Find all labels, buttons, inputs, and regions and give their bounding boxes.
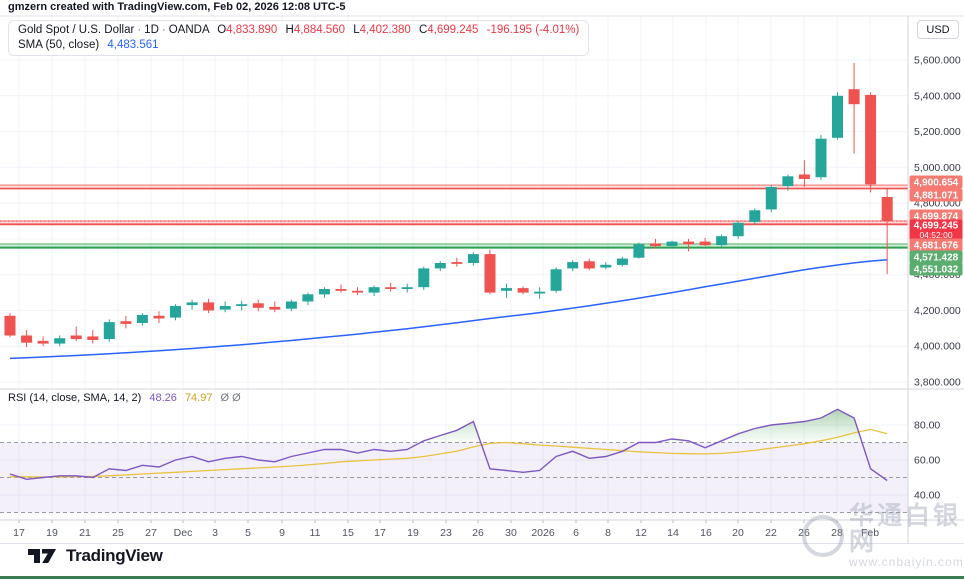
tradingview-logo[interactable]: TradingView xyxy=(28,545,163,567)
close-value: C4,699.245 xyxy=(418,24,479,36)
svg-text:20: 20 xyxy=(732,527,744,539)
svg-text:5,600.000: 5,600.000 xyxy=(914,55,961,67)
svg-text:28: 28 xyxy=(831,527,843,539)
svg-text:40.00: 40.00 xyxy=(914,490,940,502)
svg-text:4,551.032: 4,551.032 xyxy=(914,265,959,276)
svg-text:30: 30 xyxy=(505,527,517,539)
svg-text:4,699.874: 4,699.874 xyxy=(914,212,959,223)
bottom-accent-bar xyxy=(0,576,964,579)
high-value: H4,884.560 xyxy=(285,24,345,36)
svg-text:5,000.000: 5,000.000 xyxy=(914,162,961,174)
svg-text:5: 5 xyxy=(245,527,251,539)
svg-text:4,571.428: 4,571.428 xyxy=(914,253,959,264)
svg-text:14: 14 xyxy=(667,527,679,539)
svg-text:04:52:00: 04:52:00 xyxy=(919,230,952,240)
svg-text:16: 16 xyxy=(700,527,712,539)
legend-separator: · xyxy=(137,24,142,36)
rsi-legend[interactable]: RSI (14, close, SMA, 14, 2) 48.26 74.97 … xyxy=(8,392,246,404)
exchange-label: OANDA xyxy=(168,24,209,36)
svg-text:2026: 2026 xyxy=(531,527,555,539)
svg-text:11: 11 xyxy=(310,527,321,539)
change-value: -196.195 (-4.01%) xyxy=(486,24,580,36)
symbol-legend-row: Gold Spot / U.S. Dollar · 1D · OANDA O4,833.… xyxy=(18,23,579,38)
svg-text:4,000.000: 4,000.000 xyxy=(914,341,961,353)
svg-text:4,200.000: 4,200.000 xyxy=(914,305,961,317)
svg-text:23: 23 xyxy=(440,527,452,539)
svg-text:25: 25 xyxy=(112,527,124,539)
rsi-ma-value: 74.97 xyxy=(184,392,213,404)
svg-text:26: 26 xyxy=(472,527,484,539)
svg-text:12: 12 xyxy=(635,527,647,539)
symbol-title: Gold Spot / U.S. Dollar xyxy=(18,24,135,36)
low-value: L4,402.380 xyxy=(353,24,411,36)
tradingview-logo-text: TradingView xyxy=(66,546,163,565)
svg-text:17: 17 xyxy=(374,527,386,539)
svg-text:3,800.000: 3,800.000 xyxy=(914,377,961,389)
legend-separator: · xyxy=(161,24,166,36)
svg-text:9: 9 xyxy=(279,527,285,539)
svg-text:17: 17 xyxy=(13,527,25,539)
svg-text:4,699.245: 4,699.245 xyxy=(914,221,959,232)
sma-legend-row: SMA (50, close) 4,483.561 xyxy=(18,38,579,53)
svg-text:19: 19 xyxy=(407,527,419,539)
svg-text:Dec: Dec xyxy=(174,527,193,539)
svg-text:4,881.071: 4,881.071 xyxy=(914,191,959,202)
tradingview-logo-icon xyxy=(28,549,56,563)
svg-text:3: 3 xyxy=(212,527,218,539)
rsi-value: 48.26 xyxy=(149,392,177,404)
rsi-extra-values: Ø Ø xyxy=(220,392,241,404)
interval-label: 1D xyxy=(144,24,159,36)
svg-text:19: 19 xyxy=(46,527,58,539)
sma-label: SMA (50, close) xyxy=(18,39,100,51)
svg-text:6: 6 xyxy=(573,527,579,539)
svg-text:4,900.654: 4,900.654 xyxy=(914,178,959,189)
svg-text:27: 27 xyxy=(145,527,157,539)
open-value: O4,833.890 xyxy=(217,24,278,36)
svg-text:15: 15 xyxy=(342,527,354,539)
svg-text:60.00: 60.00 xyxy=(914,455,940,467)
svg-text:5,400.000: 5,400.000 xyxy=(914,90,961,102)
svg-text:Feb: Feb xyxy=(861,527,879,539)
currency-toggle-button[interactable]: USD xyxy=(917,20,959,39)
symbol-legend[interactable]: Gold Spot / U.S. Dollar · 1D · OANDA O4,833.… xyxy=(8,20,590,56)
svg-text:26: 26 xyxy=(798,527,810,539)
svg-text:80.00: 80.00 xyxy=(914,420,940,432)
svg-text:8: 8 xyxy=(605,527,611,539)
svg-text:4,681.676: 4,681.676 xyxy=(914,241,959,252)
svg-text:5,200.000: 5,200.000 xyxy=(914,126,961,138)
svg-text:21: 21 xyxy=(79,527,91,539)
attribution-text: gmzern created with TradingView.com, Feb… xyxy=(8,1,346,13)
svg-text:22: 22 xyxy=(765,527,777,539)
rsi-label: RSI (14, close, SMA, 14, 2) xyxy=(8,392,142,404)
sma-value: 4,483.561 xyxy=(107,39,159,51)
